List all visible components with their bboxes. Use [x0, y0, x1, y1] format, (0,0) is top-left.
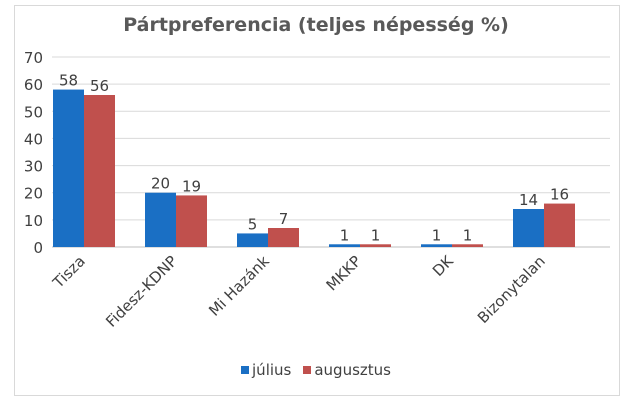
- y-tick-label: 10: [24, 212, 43, 230]
- bar-series-2: [176, 195, 207, 247]
- bar-series-1: [513, 209, 544, 247]
- data-label: 5: [248, 215, 258, 233]
- y-tick-label: 60: [24, 76, 43, 94]
- legend-swatch-series-1: [241, 366, 250, 374]
- bar-series-1: [53, 89, 84, 247]
- bar-series-2: [268, 228, 299, 247]
- legend-item-series-1: július: [241, 361, 291, 379]
- category-label: MKKP: [323, 252, 365, 294]
- y-tick-label: 30: [24, 158, 43, 176]
- data-label: 1: [340, 226, 350, 244]
- data-label: 16: [550, 186, 569, 204]
- data-label: 56: [90, 77, 109, 95]
- data-label: 19: [182, 177, 201, 195]
- category-label: Tisza: [49, 252, 89, 292]
- data-label: 1: [371, 226, 381, 244]
- bar-series-1: [329, 244, 360, 247]
- category-label: Mi Hazánk: [205, 252, 273, 320]
- legend-item-series-2: augusztus: [303, 361, 391, 379]
- y-tick-label: 40: [24, 130, 43, 148]
- data-label: 20: [151, 175, 170, 193]
- bar-series-1: [421, 244, 452, 247]
- legend-swatch-series-2: [303, 366, 312, 374]
- chart-title: Pártpreferencia (teljes népesség %): [123, 14, 509, 36]
- legend-label-series-2: augusztus: [314, 361, 391, 379]
- bar-series-2: [84, 95, 115, 247]
- category-label: DK: [429, 251, 458, 280]
- data-label: 7: [279, 210, 289, 228]
- legend-label-series-1: július: [252, 361, 292, 379]
- data-label: 14: [519, 191, 538, 209]
- data-label: 1: [432, 226, 442, 244]
- data-label: 58: [59, 72, 78, 90]
- legend: július augusztus: [0, 361, 632, 379]
- category-label: Bizonytalan: [474, 252, 549, 327]
- y-tick-label: 20: [24, 185, 43, 203]
- bar-series-2: [360, 244, 391, 247]
- category-label: Fidesz-KDNP: [102, 252, 181, 331]
- bar-series-2: [544, 203, 575, 247]
- bar-series-2: [452, 244, 483, 247]
- bar-series-1: [237, 233, 268, 247]
- bar-series-1: [145, 192, 176, 247]
- y-tick-label: 0: [33, 239, 43, 257]
- data-label: 1: [463, 226, 473, 244]
- y-tick-label: 50: [24, 103, 43, 121]
- y-tick-label: 70: [24, 49, 43, 67]
